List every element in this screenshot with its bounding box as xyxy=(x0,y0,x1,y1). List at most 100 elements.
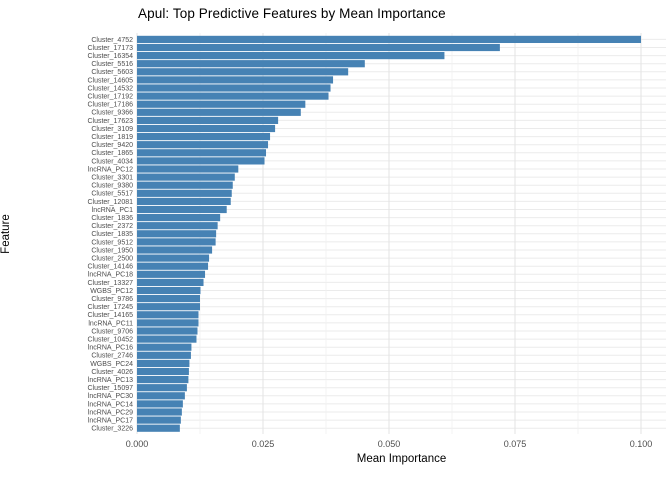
y-tick-label: Cluster_3109 xyxy=(91,126,133,133)
bar xyxy=(137,133,271,141)
bar xyxy=(137,84,331,92)
y-tick-label: Cluster_2746 xyxy=(91,353,133,360)
bar xyxy=(137,205,227,214)
y-tick-label: Cluster_15097 xyxy=(87,385,133,392)
y-tick-label: Cluster_4026 xyxy=(91,369,133,376)
bar xyxy=(137,319,199,327)
y-tick-label: Cluster_9706 xyxy=(91,328,133,335)
y-tick-label: Cluster_4752 xyxy=(91,37,133,44)
y-tick-label: Cluster_9380 xyxy=(91,183,133,190)
bar xyxy=(137,270,206,278)
bar xyxy=(137,116,279,124)
bar xyxy=(137,230,217,238)
bar xyxy=(137,76,334,84)
y-tick-label: lncRNA_PC14 xyxy=(88,401,133,408)
y-tick-label: Cluster_9420 xyxy=(91,142,133,149)
bar xyxy=(137,254,210,262)
y-tick-label: Cluster_17623 xyxy=(87,118,133,125)
bar xyxy=(137,392,185,400)
bar xyxy=(137,165,239,173)
y-tick-label: Cluster_1819 xyxy=(91,134,133,141)
x-axis-title: Mean Importance xyxy=(356,453,447,465)
y-tick-label: lncRNA_PC29 xyxy=(88,409,133,416)
y-tick-label: Cluster_9512 xyxy=(91,239,133,246)
x-tick-label: 0.100 xyxy=(630,439,653,449)
y-axis-title: Feature xyxy=(0,214,12,254)
bar xyxy=(137,108,301,116)
bar xyxy=(137,197,231,205)
bar xyxy=(137,303,200,311)
y-tick-label: Cluster_17245 xyxy=(87,304,133,311)
y-tick-label: Cluster_10452 xyxy=(87,337,133,344)
y-tick-label: Cluster_5516 xyxy=(91,61,133,68)
bar xyxy=(137,68,349,76)
y-tick-label: lncRNA_PC1 xyxy=(92,207,133,214)
y-tick-label: Cluster_4034 xyxy=(91,158,133,165)
bar xyxy=(137,400,183,408)
bar xyxy=(137,424,180,432)
y-tick-label: lncRNA_PC17 xyxy=(88,418,133,425)
y-tick-label: Cluster_17173 xyxy=(87,45,133,52)
y-tick-label: Cluster_3301 xyxy=(91,175,133,182)
y-tick-label: Cluster_9786 xyxy=(91,296,133,303)
y-tick-label: Cluster_9366 xyxy=(91,110,133,117)
y-tick-label: Cluster_5603 xyxy=(91,69,133,76)
y-tick-label: lncRNA_PC18 xyxy=(88,272,133,279)
bar xyxy=(137,189,232,197)
y-tick-label: lncRNA_PC30 xyxy=(88,393,133,400)
bar xyxy=(137,335,197,343)
x-tick-label: 0.075 xyxy=(504,439,527,449)
y-tick-label: Cluster_1865 xyxy=(91,150,133,157)
bar xyxy=(137,43,500,52)
bar xyxy=(137,141,269,149)
x-tick-label: 0.050 xyxy=(378,439,401,449)
bar xyxy=(137,262,209,270)
bar xyxy=(137,311,199,319)
y-tick-label: WGBS_PC12 xyxy=(90,288,133,295)
y-tick-label: Cluster_1950 xyxy=(91,247,133,254)
bar xyxy=(137,149,267,157)
bar xyxy=(137,295,200,303)
y-tick-label: lncRNA_PC12 xyxy=(88,166,133,173)
bar xyxy=(137,238,216,246)
y-tick-label: Cluster_5517 xyxy=(91,191,133,198)
bar xyxy=(137,100,306,108)
y-tick-label: Cluster_13327 xyxy=(87,280,133,287)
y-tick-label: Cluster_17192 xyxy=(87,94,133,101)
bar xyxy=(137,35,641,43)
y-tick-label: Cluster_1836 xyxy=(91,215,133,222)
y-tick-label: WGBS_PC24 xyxy=(90,361,133,368)
x-tick-label: 0.025 xyxy=(252,439,275,449)
bar xyxy=(137,384,187,392)
y-tick-label: Cluster_2372 xyxy=(91,223,133,230)
bar xyxy=(137,214,221,222)
y-tick-label: Cluster_14605 xyxy=(87,77,133,84)
bar xyxy=(137,246,213,254)
bar xyxy=(137,351,191,359)
bar xyxy=(137,278,204,286)
bar xyxy=(137,157,265,165)
bar xyxy=(137,173,235,181)
y-tick-label: Cluster_14165 xyxy=(87,312,133,319)
y-tick-label: Cluster_17186 xyxy=(87,102,133,109)
bar xyxy=(137,376,189,384)
y-tick-label: lncRNA_PC11 xyxy=(88,320,133,327)
y-tick-label: Cluster_14146 xyxy=(87,264,133,271)
bar xyxy=(137,416,181,424)
bar xyxy=(137,286,201,295)
y-tick-label: Cluster_16354 xyxy=(87,53,133,60)
bar xyxy=(137,52,445,60)
y-tick-label: Cluster_1835 xyxy=(91,231,133,238)
bar xyxy=(137,92,329,100)
bar xyxy=(137,60,365,68)
bar xyxy=(137,327,198,335)
bar xyxy=(137,343,192,351)
bar xyxy=(137,408,182,416)
bar xyxy=(137,222,218,230)
y-tick-label: Cluster_12081 xyxy=(87,199,133,206)
chart-title: Apul: Top Predictive Features by Mean Im… xyxy=(138,6,446,21)
bar xyxy=(137,124,276,133)
y-tick-label: Cluster_14532 xyxy=(87,85,133,92)
